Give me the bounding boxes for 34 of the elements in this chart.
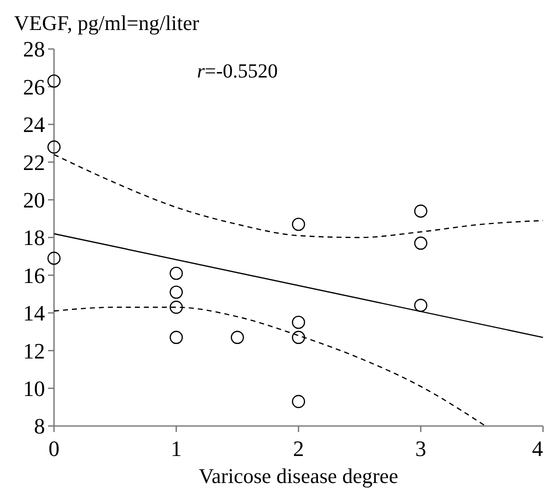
annotation: r=-0.5520 [197,60,278,82]
x-tick-label: 2 [293,436,304,461]
point [414,204,428,218]
point [47,252,61,265]
point [230,330,244,344]
point [414,236,428,250]
y-tick-label: 16 [23,262,45,288]
point [292,394,306,408]
y-tick-label: 18 [23,225,45,250]
x-tick-label: 4 [532,436,543,461]
point [47,74,61,88]
x-tick-label: 3 [415,436,426,461]
y-tick-label: 22 [23,150,45,175]
point [170,266,183,280]
y-tick-label: 10 [23,376,45,401]
point [170,300,183,314]
point [292,330,306,344]
point [47,140,61,154]
point [292,316,306,329]
x-axis-title: Varicose disease degree [198,464,398,488]
x-tick-label: 1 [170,436,182,461]
point [292,218,306,231]
y-tick-label: 24 [23,112,45,138]
y-tick-label: 14 [23,300,45,326]
point [414,298,428,312]
y-tick-label: 12 [23,338,45,364]
point [170,286,183,299]
y-axis-title: VEGF, pg/ml=ng/liter [14,11,200,35]
point [170,330,183,344]
y-tick-label: 28 [23,36,45,62]
y-tick-label: 20 [23,188,45,212]
y-tick-label: 8 [34,414,45,439]
y-tick-label: 26 [23,74,45,100]
x-tick-label: 0 [48,436,60,461]
